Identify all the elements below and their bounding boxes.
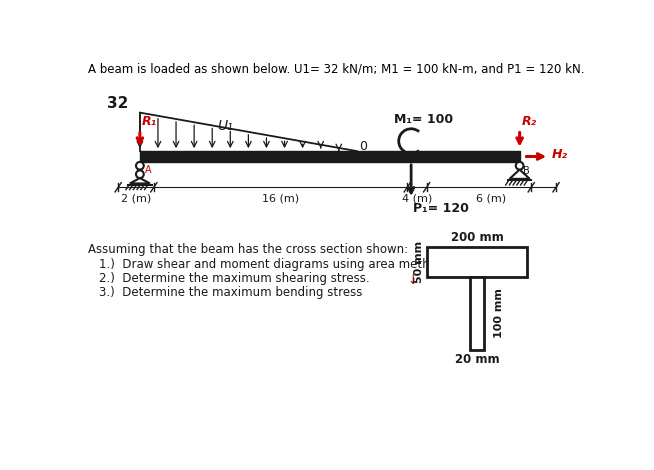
Bar — [470, 277, 484, 350]
Text: ↓: ↓ — [407, 274, 418, 287]
Text: 2 (m): 2 (m) — [121, 194, 151, 204]
Text: 6 (m): 6 (m) — [476, 194, 506, 204]
Text: P₁= 120: P₁= 120 — [413, 202, 470, 215]
Text: M₁= 100: M₁= 100 — [394, 113, 453, 125]
Text: 100 mm: 100 mm — [494, 288, 504, 338]
Text: R₁: R₁ — [142, 115, 158, 128]
Text: 16 (m): 16 (m) — [262, 194, 299, 204]
Polygon shape — [129, 178, 150, 183]
Text: A: A — [145, 164, 151, 174]
Text: 32: 32 — [107, 96, 128, 111]
Circle shape — [136, 170, 144, 178]
Text: 0: 0 — [359, 140, 367, 153]
Text: R₂: R₂ — [522, 115, 537, 128]
Text: 200 mm: 200 mm — [451, 230, 504, 243]
Text: 1.)  Draw shear and moment diagrams using area method: 1.) Draw shear and moment diagrams using… — [99, 258, 444, 271]
Text: 3.)  Determine the maximum bending stress: 3.) Determine the maximum bending stress — [99, 286, 362, 299]
Circle shape — [516, 162, 523, 170]
Polygon shape — [509, 170, 530, 179]
Text: 20 mm: 20 mm — [455, 353, 499, 366]
Circle shape — [136, 162, 144, 170]
Text: 2.)  Determine the maximum shearing stress.: 2.) Determine the maximum shearing stres… — [99, 272, 370, 285]
Text: Assuming that the beam has the cross section shown:: Assuming that the beam has the cross sec… — [88, 243, 408, 256]
Text: A beam is loaded as shown below. U1= 32 kN/m; M1 = 100 kN-m, and P1 = 120 kN.: A beam is loaded as shown below. U1= 32 … — [88, 63, 585, 76]
Text: U₁: U₁ — [217, 119, 233, 133]
Text: B: B — [523, 166, 530, 176]
Text: H₂: H₂ — [552, 149, 568, 162]
Bar — [426, 247, 527, 277]
Text: 50 mm: 50 mm — [413, 241, 424, 283]
Text: 4 (m): 4 (m) — [402, 194, 432, 204]
